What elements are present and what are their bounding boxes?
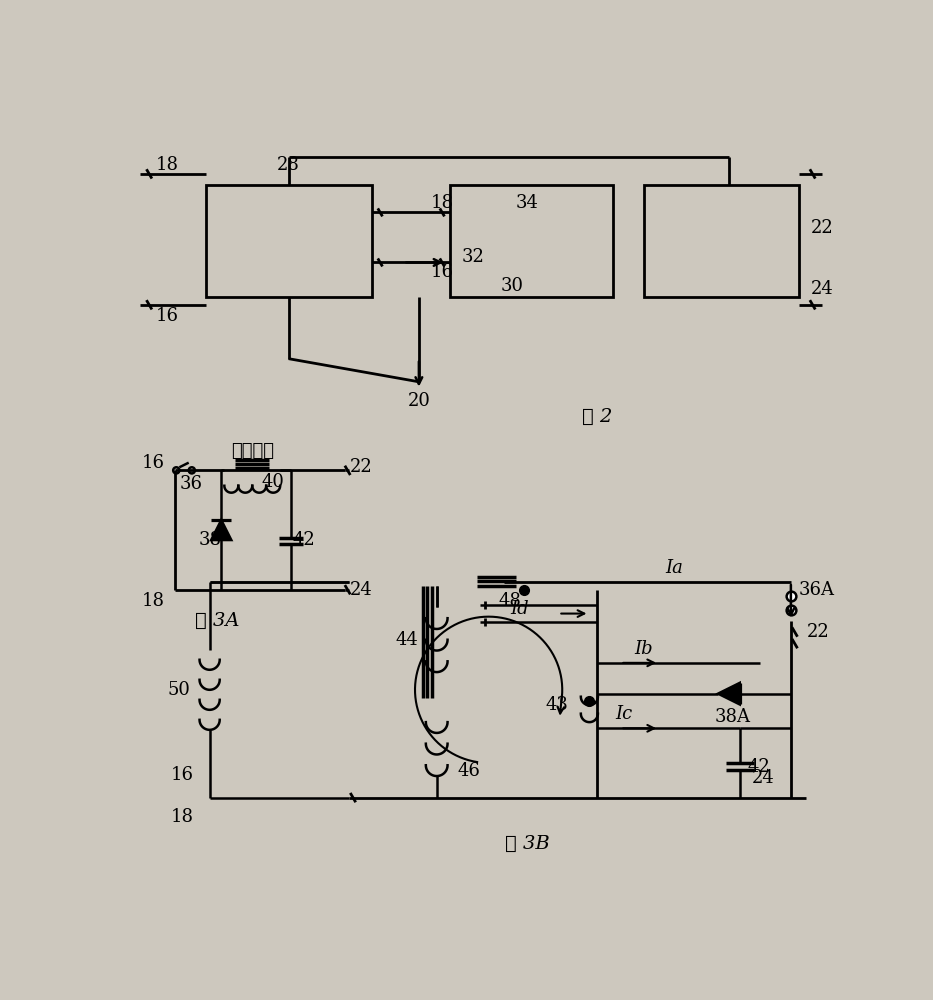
Bar [206, 185, 372, 297]
Text: 44: 44 [396, 631, 419, 649]
Bar [450, 185, 613, 297]
Text: Ic: Ic [616, 705, 633, 723]
Text: 38A: 38A [715, 708, 751, 726]
Text: 图 2: 图 2 [582, 407, 612, 425]
Text: 24: 24 [349, 581, 372, 599]
Text: 24: 24 [752, 769, 774, 787]
Text: 40: 40 [262, 473, 285, 491]
Text: 16: 16 [142, 454, 164, 472]
Text: 18: 18 [431, 194, 453, 212]
Text: 36A: 36A [799, 581, 834, 599]
Text: 36: 36 [179, 475, 202, 493]
Polygon shape [211, 520, 231, 540]
Text: 现有技术: 现有技术 [230, 442, 273, 460]
Polygon shape [718, 683, 740, 704]
Text: 22: 22 [807, 623, 829, 641]
Text: 38: 38 [198, 531, 221, 549]
Text: 43: 43 [546, 696, 568, 714]
Text: 20: 20 [408, 392, 430, 410]
Text: 18: 18 [156, 156, 178, 174]
Text: 32: 32 [462, 248, 484, 266]
Text: 48: 48 [499, 592, 522, 610]
Text: 46: 46 [458, 762, 480, 780]
Text: Ib: Ib [634, 640, 653, 658]
Text: 18: 18 [171, 808, 194, 826]
Text: Id: Id [510, 600, 529, 618]
Text: 图 3B: 图 3B [505, 835, 550, 853]
Text: 16: 16 [171, 766, 194, 784]
Text: 24: 24 [811, 280, 833, 298]
Text: 22: 22 [811, 219, 833, 237]
Text: 34: 34 [516, 194, 539, 212]
Text: 28: 28 [277, 156, 300, 174]
Text: 图 3A: 图 3A [195, 611, 240, 630]
Text: 42: 42 [293, 531, 315, 549]
Bar [644, 185, 799, 297]
Text: 30: 30 [500, 277, 523, 295]
Text: 16: 16 [156, 307, 178, 325]
Text: 16: 16 [431, 263, 453, 281]
Text: 18: 18 [142, 592, 164, 610]
Text: 22: 22 [349, 458, 372, 476]
Text: 42: 42 [747, 758, 771, 776]
Text: Ia: Ia [665, 559, 684, 577]
Text: 50: 50 [167, 681, 190, 699]
